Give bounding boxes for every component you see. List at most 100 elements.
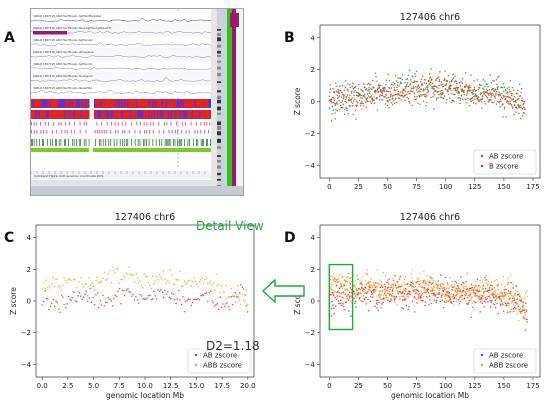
- data-point: [389, 286, 391, 289]
- data-point: [477, 98, 479, 100]
- data-point: [216, 284, 219, 287]
- data-point: [497, 312, 499, 315]
- data-point: [435, 90, 437, 93]
- data-point: [360, 300, 362, 302]
- data-point: [497, 86, 500, 88]
- data-point: [360, 282, 362, 284]
- data-point: [507, 311, 509, 313]
- data-point: [65, 307, 67, 309]
- data-point: [457, 286, 460, 289]
- data-point: [244, 294, 246, 296]
- data-point: [386, 292, 388, 294]
- data-point: [493, 287, 496, 289]
- data-point: [429, 81, 432, 83]
- data-point: [175, 278, 177, 281]
- data-point: [338, 99, 340, 102]
- data-point: [468, 88, 470, 91]
- data-point: [431, 86, 433, 88]
- data-point: [496, 302, 498, 305]
- data-point: [439, 96, 442, 99]
- data-point: [415, 70, 418, 73]
- data-point: [436, 86, 438, 89]
- data-point: [392, 94, 395, 97]
- data-point: [413, 286, 416, 288]
- y-tick-label: 4: [27, 234, 32, 242]
- data-point: [511, 297, 514, 299]
- data-point: [483, 300, 486, 302]
- data-point: [471, 289, 474, 291]
- data-point: [70, 279, 72, 282]
- data-point: [95, 279, 97, 281]
- data-point: [518, 83, 521, 86]
- data-point: [338, 289, 340, 292]
- data-point: [446, 282, 449, 284]
- data-point: [339, 104, 342, 107]
- data-point: [490, 94, 493, 96]
- data-point: [392, 284, 395, 287]
- data-point: [452, 99, 454, 102]
- data-point: [140, 295, 143, 297]
- data-point: [346, 297, 348, 300]
- data-point: [373, 96, 375, 98]
- data-point: [384, 86, 386, 89]
- data-point: [474, 301, 477, 304]
- data-point: [491, 300, 493, 302]
- data-point: [500, 96, 503, 99]
- data-point: [373, 99, 375, 101]
- data-point: [444, 88, 447, 90]
- data-point: [236, 294, 238, 296]
- x-axis-label: genomic location Mb: [106, 391, 184, 400]
- data-point: [67, 295, 70, 298]
- data-point: [344, 86, 346, 89]
- data-point: [494, 291, 497, 294]
- data-point: [421, 95, 423, 97]
- data-point: [503, 289, 506, 291]
- data-point: [98, 281, 100, 284]
- data-point: [372, 286, 374, 289]
- data-point: [407, 293, 409, 296]
- data-point: [511, 283, 514, 286]
- x-tick-label: 125: [468, 183, 481, 191]
- data-point: [82, 286, 85, 288]
- data-point: [524, 292, 527, 294]
- data-point: [367, 290, 369, 292]
- data-point: [409, 280, 411, 283]
- data-point: [508, 88, 511, 91]
- data-point: [73, 278, 75, 280]
- data-point: [202, 294, 205, 297]
- data-point: [502, 103, 504, 105]
- data-point: [502, 294, 504, 297]
- data-point: [432, 279, 434, 282]
- data-point: [424, 93, 427, 96]
- data-point: [502, 310, 505, 312]
- data-point: [99, 299, 102, 302]
- data-point: [357, 88, 360, 90]
- data-point: [509, 79, 512, 82]
- data-point: [118, 287, 121, 290]
- data-point: [406, 96, 408, 99]
- data-point: [86, 295, 89, 297]
- data-point: [407, 292, 409, 294]
- data-point: [438, 289, 440, 292]
- data-point: [433, 93, 436, 96]
- data-point: [223, 291, 225, 293]
- data-point: [513, 296, 515, 298]
- data-point: [115, 295, 118, 298]
- data-point: [237, 296, 239, 298]
- data-point: [457, 288, 459, 291]
- data-point: [360, 88, 362, 91]
- data-point: [496, 90, 498, 93]
- data-point: [504, 89, 507, 92]
- data-point: [497, 100, 499, 103]
- data-point: [339, 89, 342, 92]
- data-point: [353, 94, 355, 97]
- data-point: [501, 292, 504, 295]
- data-point: [522, 104, 524, 106]
- data-point: [515, 290, 517, 292]
- data-point: [390, 94, 392, 96]
- data-point: [509, 274, 512, 277]
- data-point: [388, 293, 390, 295]
- data-point: [103, 271, 106, 274]
- data-point: [435, 283, 438, 285]
- data-point: [426, 88, 429, 90]
